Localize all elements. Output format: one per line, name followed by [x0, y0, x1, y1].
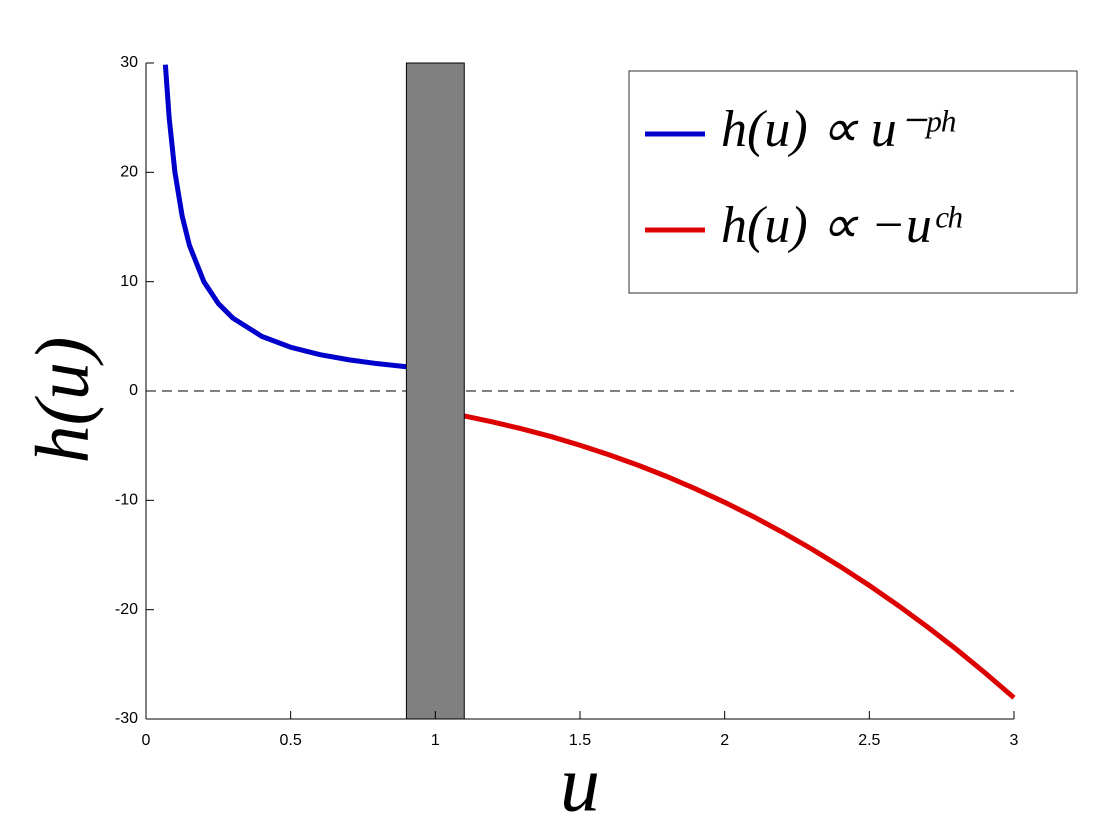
y-tick-label: 0 — [129, 382, 138, 399]
y-axis-label: h(u) — [20, 337, 104, 464]
y-tick-label: 20 — [120, 164, 138, 181]
legend-label: h(u) ∝ −uᶜʰ — [721, 197, 963, 254]
y-tick-label: 10 — [120, 273, 138, 290]
legend-box — [628, 70, 1078, 294]
x-tick-label: 1 — [431, 732, 440, 749]
y-tick-label: -30 — [115, 710, 138, 727]
series-line — [463, 413, 1016, 700]
legend-label: h(u) ∝ u⁻ᵖʰ — [721, 101, 956, 158]
x-tick-label: 3 — [1010, 732, 1019, 749]
x-tick-label: 0.5 — [280, 732, 302, 749]
x-axis-label: u — [560, 740, 600, 828]
x-tick-label: 2 — [720, 732, 729, 749]
series-line — [162, 64, 407, 370]
y-tick-label: -10 — [115, 492, 138, 509]
x-tick-label: 1.5 — [569, 732, 591, 749]
y-tick-label: 30 — [120, 54, 138, 71]
x-tick-label: 0 — [142, 732, 151, 749]
shaded-region — [405, 62, 465, 720]
y-tick-label: -20 — [115, 601, 138, 618]
x-tick-label: 2.5 — [858, 732, 880, 749]
